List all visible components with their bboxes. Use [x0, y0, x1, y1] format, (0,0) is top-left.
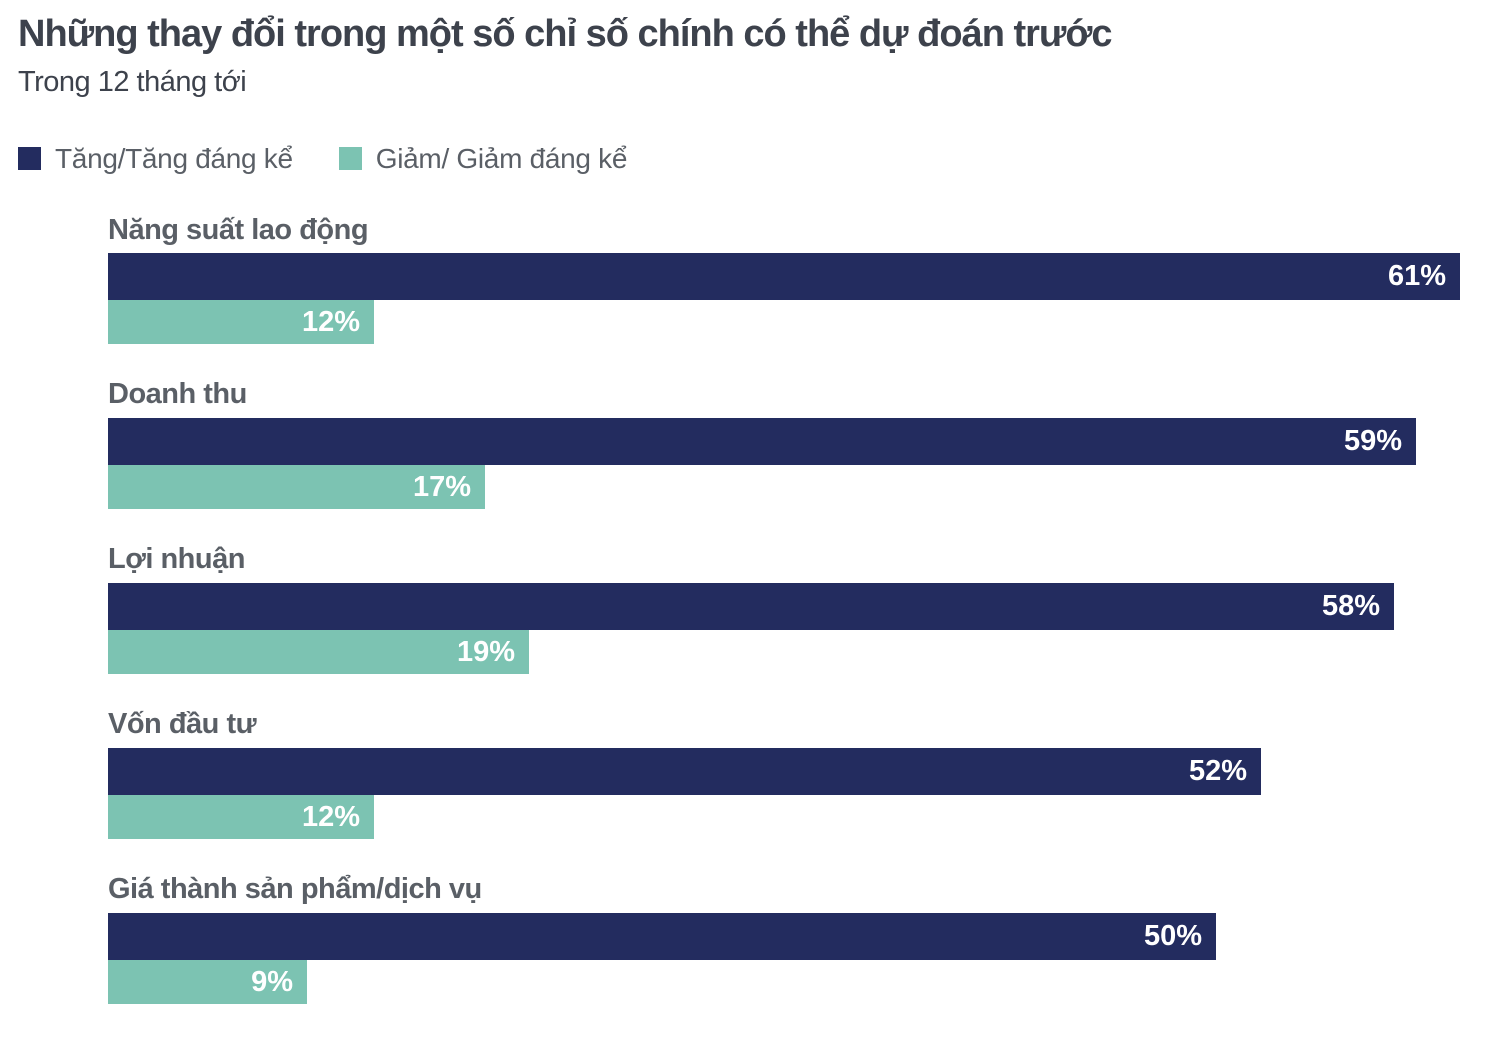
bar-value-label: 52%: [1188, 755, 1247, 788]
increase-bar: 50%: [108, 913, 1216, 961]
bar-group: Lợi nhuận 58% 19%: [108, 543, 1490, 675]
bar-value-label: 12%: [301, 305, 360, 338]
increase-bar: 61%: [108, 253, 1460, 301]
bar-value-label: 9%: [251, 965, 293, 998]
bar-group: Doanh thu 59% 17%: [108, 378, 1490, 510]
bar-value-label: 50%: [1143, 920, 1202, 953]
bar-value-label: 61%: [1387, 260, 1446, 293]
increase-bar: 59%: [108, 418, 1416, 466]
chart-subtitle: Trong 12 tháng tới: [18, 65, 247, 98]
bar-value-label: 17%: [412, 470, 471, 503]
category-label: Vốn đầu tư: [108, 708, 257, 741]
category-label: Lợi nhuận: [108, 543, 245, 576]
bar-value-label: 58%: [1321, 590, 1380, 623]
legend-label: Tăng/Tăng đáng kể: [55, 142, 293, 174]
decrease-bar: 19%: [108, 630, 529, 675]
category-label: Giá thành sản phẩm/dịch vụ: [108, 873, 482, 906]
increase-bar: 52%: [108, 748, 1261, 796]
increase-bar: 58%: [108, 583, 1394, 631]
bar-group: Năng suất lao động 61% 12%: [108, 213, 1490, 345]
bar-group: Giá thành sản phẩm/dịch vụ 50% 9%: [108, 873, 1490, 1005]
category-label: Doanh thu: [108, 378, 247, 411]
chart-title: Những thay đổi trong một số chỉ số chính…: [18, 13, 1113, 55]
legend: Tăng/Tăng đáng kể Giảm/ Giảm đáng kể: [18, 143, 1490, 175]
bar-value-label: 12%: [301, 800, 360, 833]
legend-label: Giảm/ Giảm đáng kể: [375, 142, 628, 174]
bar-value-label: 59%: [1343, 425, 1402, 458]
decrease-bar: 12%: [108, 300, 374, 345]
legend-item-increase: Tăng/Tăng đáng kể: [18, 143, 293, 175]
legend-swatch-decrease: [338, 147, 362, 171]
legend-swatch-increase: [18, 147, 41, 171]
decrease-bar: 17%: [108, 465, 485, 510]
legend-item-decrease: Giảm/ Giảm đáng kể: [338, 142, 628, 175]
bar-group: Vốn đầu tư 52% 12%: [108, 708, 1490, 840]
category-label: Năng suất lao động: [108, 213, 369, 246]
bar-value-label: 19%: [456, 635, 515, 668]
decrease-bar: 12%: [108, 795, 374, 840]
bar-chart: Năng suất lao động 61% 12% Doanh thu 59% 17% L…: [108, 213, 1490, 1005]
decrease-bar: 9%: [108, 960, 307, 1005]
